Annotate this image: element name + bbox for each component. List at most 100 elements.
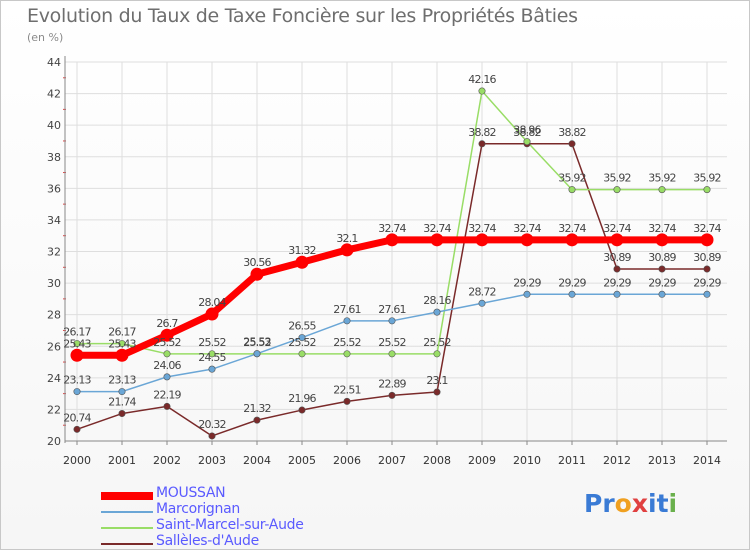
data-label: 29.29 xyxy=(693,276,721,289)
data-label: 38.82 xyxy=(468,126,496,139)
data-point xyxy=(163,402,171,410)
data-point xyxy=(523,290,531,298)
data-label: 22.51 xyxy=(333,383,361,396)
data-point xyxy=(340,243,354,257)
data-point xyxy=(613,186,621,194)
data-label: 35.92 xyxy=(648,172,676,185)
x-tick-label: 2009 xyxy=(468,454,496,467)
logo-letter: i xyxy=(668,489,678,518)
data-point xyxy=(253,416,261,424)
y-tick-label: 42 xyxy=(47,88,61,101)
data-label: 35.92 xyxy=(693,172,721,185)
data-label: 32.74 xyxy=(603,222,631,235)
y-tick-label: 26 xyxy=(47,340,61,353)
data-label: 31.32 xyxy=(288,244,316,257)
data-label: 22.19 xyxy=(153,388,181,401)
data-point xyxy=(343,317,351,325)
x-tick-label: 2000 xyxy=(63,454,91,467)
data-label: 29.29 xyxy=(603,276,631,289)
data-label: 26.17 xyxy=(108,326,136,339)
data-point xyxy=(205,307,219,321)
x-tick-label: 2002 xyxy=(153,454,181,467)
data-label: 21.32 xyxy=(243,402,271,415)
legend-label: Marcorignan xyxy=(156,501,240,517)
data-label: 28.16 xyxy=(423,294,451,307)
data-label: 38.82 xyxy=(558,126,586,139)
data-point xyxy=(73,388,81,396)
data-label: 26.55 xyxy=(288,320,316,333)
data-label: 32.1 xyxy=(336,232,357,245)
x-tick-label: 2004 xyxy=(243,454,271,467)
x-tick-label: 2006 xyxy=(333,454,361,467)
logo-letter: P xyxy=(584,489,603,518)
data-point xyxy=(388,391,396,399)
data-point xyxy=(73,340,81,348)
data-point xyxy=(433,388,441,396)
data-label: 25.53 xyxy=(243,336,271,349)
data-point xyxy=(385,233,399,247)
data-label: 42.16 xyxy=(468,73,496,86)
legend-label: Saint-Marcel-sur-Aude xyxy=(156,517,304,533)
logo-letter: x xyxy=(631,489,648,518)
legend-swatch xyxy=(101,527,153,529)
data-point xyxy=(610,233,624,247)
data-point xyxy=(343,350,351,358)
x-tick-label: 2014 xyxy=(693,454,721,467)
data-label: 35.92 xyxy=(603,172,631,185)
data-label: 28.72 xyxy=(468,285,496,298)
data-point xyxy=(163,350,171,358)
data-point xyxy=(658,186,666,194)
data-point xyxy=(163,373,171,381)
chart-subtitle: (en %) xyxy=(27,31,64,44)
data-label: 32.74 xyxy=(468,222,496,235)
data-label: 30.56 xyxy=(243,256,271,269)
data-point xyxy=(478,87,486,95)
y-tick-label: 28 xyxy=(47,309,61,322)
data-label: 25.52 xyxy=(198,336,226,349)
data-point xyxy=(115,348,129,362)
data-label: 32.74 xyxy=(648,222,676,235)
x-tick-label: 2001 xyxy=(108,454,136,467)
data-label: 30.89 xyxy=(603,251,631,264)
data-point xyxy=(568,290,576,298)
data-label: 29.29 xyxy=(558,276,586,289)
data-label: 25.52 xyxy=(243,336,271,349)
y-tick-label: 22 xyxy=(47,403,61,416)
data-label: 23.13 xyxy=(63,374,91,387)
data-point xyxy=(478,299,486,307)
data-point xyxy=(565,233,579,247)
data-point xyxy=(295,255,309,269)
y-tick-label: 38 xyxy=(47,151,61,164)
data-point xyxy=(73,425,81,433)
chart-title: Evolution du Taux de Taxe Foncière sur l… xyxy=(27,5,578,27)
y-tick-label: 24 xyxy=(47,372,61,385)
data-point xyxy=(475,233,489,247)
y-tick-label: 40 xyxy=(47,119,61,132)
data-label: 25.43 xyxy=(108,337,136,350)
data-point xyxy=(118,340,126,348)
data-label: 25.52 xyxy=(378,336,406,349)
logo-letter: o xyxy=(614,489,632,518)
y-tick-label: 20 xyxy=(47,435,61,448)
x-tick-label: 2008 xyxy=(423,454,451,467)
data-point xyxy=(523,138,531,146)
data-point xyxy=(298,350,306,358)
x-tick-label: 2011 xyxy=(558,454,586,467)
data-label: 29.29 xyxy=(648,276,676,289)
data-point xyxy=(700,233,714,247)
data-point xyxy=(433,308,441,316)
data-label: 32.74 xyxy=(693,222,721,235)
data-label: 35.92 xyxy=(558,172,586,185)
x-tick-label: 2013 xyxy=(648,454,676,467)
data-label: 26.17 xyxy=(63,326,91,339)
y-tick-label: 36 xyxy=(47,182,61,195)
data-point xyxy=(208,350,216,358)
legend-swatch xyxy=(101,543,153,545)
data-label: 38.96 xyxy=(513,124,541,137)
data-label: 20.32 xyxy=(198,418,226,431)
logo-letter: i xyxy=(648,489,657,518)
data-point xyxy=(433,350,441,358)
data-label: 28.04 xyxy=(198,296,226,309)
data-point xyxy=(118,410,126,418)
